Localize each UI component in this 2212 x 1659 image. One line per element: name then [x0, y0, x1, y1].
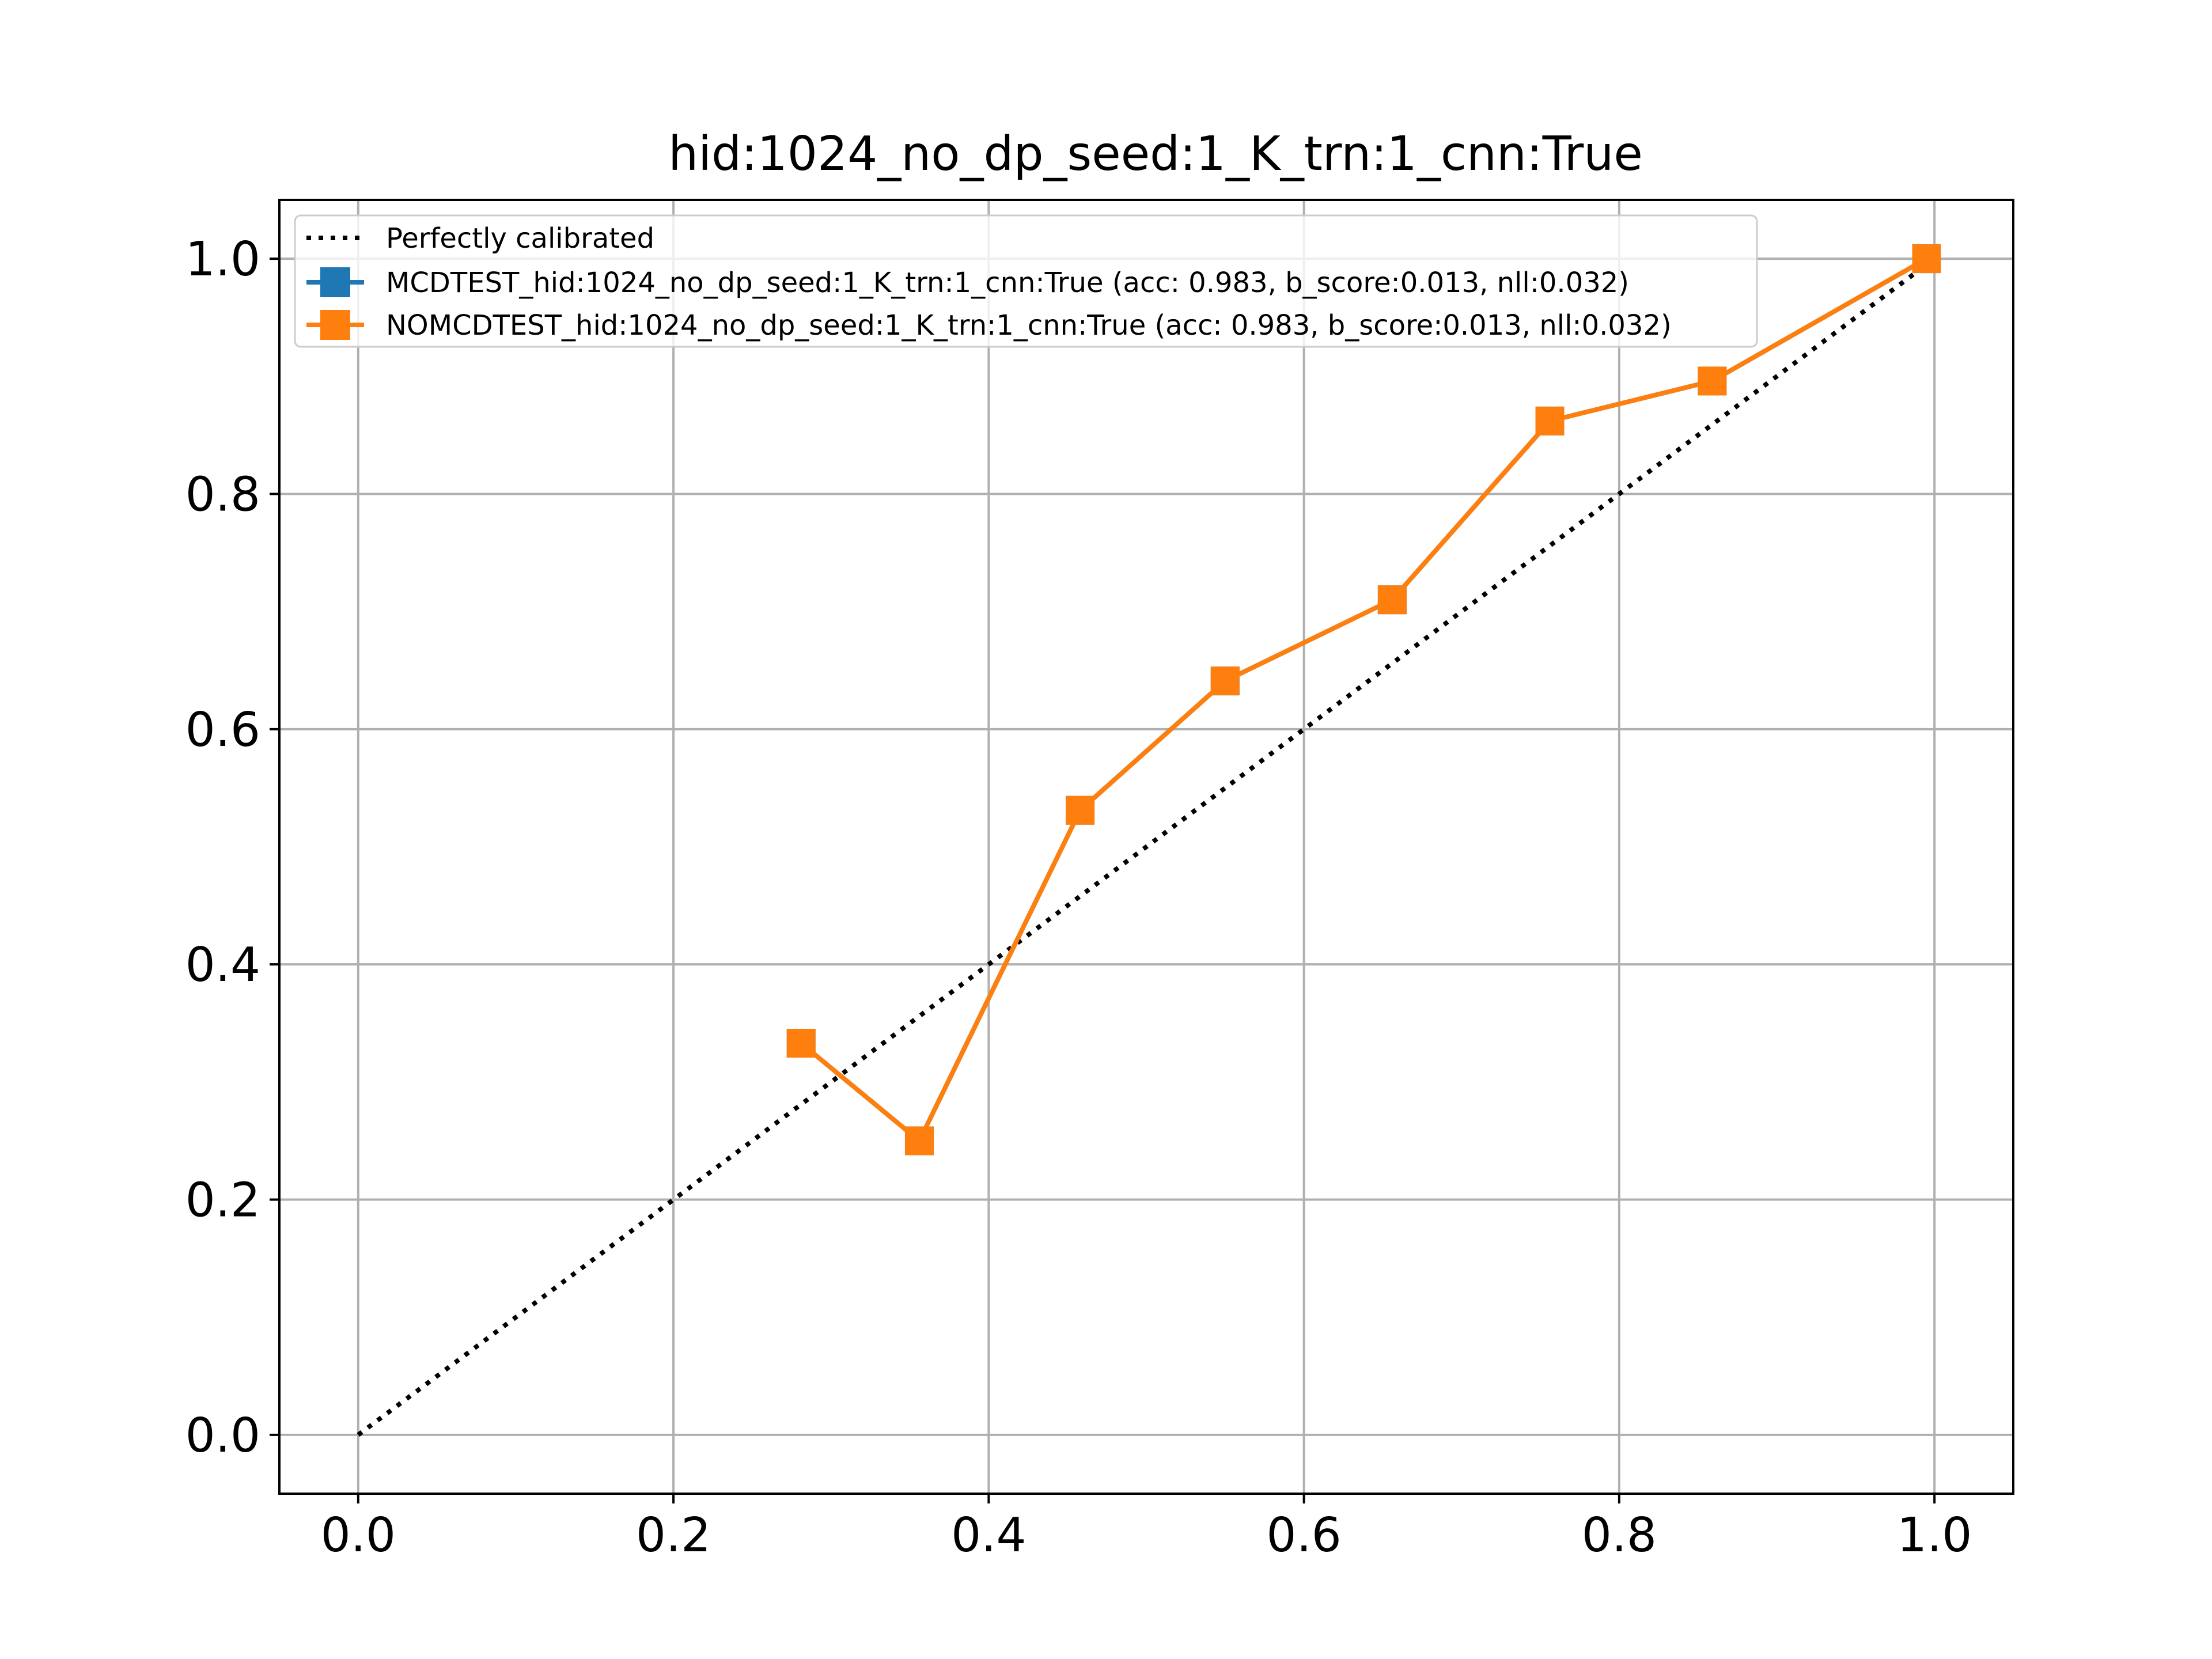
y-tick-label: 0.4: [185, 938, 260, 993]
plot-frame: [278, 199, 2014, 1495]
series-2-point: [1066, 796, 1095, 825]
series-2-point: [1535, 406, 1565, 435]
reference-line-group: [357, 256, 1936, 1437]
series-2-line: [800, 256, 1928, 1143]
y-tick-label: 0.8: [185, 467, 260, 522]
legend-label-perfect-calibration: Perfectly calibrated: [386, 222, 654, 255]
series-2-point: [786, 1028, 816, 1058]
perfect-calibration-line: [357, 256, 1936, 1437]
x-tick-label: 0.4: [951, 1508, 1026, 1563]
x-tick-label: 0.6: [1266, 1508, 1341, 1563]
y-tick-label: 0.6: [185, 703, 260, 757]
series-2-point: [1698, 366, 1727, 396]
series-2-point: [1377, 585, 1407, 615]
legend-marker-series-1: [320, 267, 350, 297]
series-2-point: [1210, 666, 1240, 696]
x-tick-label: 0.0: [321, 1508, 396, 1563]
y-tick-label: 1.0: [185, 232, 260, 287]
legend-box: [294, 214, 1758, 348]
y-tick-label: 0.2: [185, 1173, 260, 1228]
axis-ticks: 0.0 0.2 0.4 0.6 0.8 1.0 0.0 0.2 0.4 0.6 0.8 1.0: [185, 232, 1972, 1563]
series-group: [786, 244, 1941, 1156]
chart-title: hid:1024_no_dp_seed:1_K_trn:1_cnn:True: [668, 127, 1643, 181]
legend-label-series-1: MCDTEST_hid:1024_no_dp_seed:1_K_trn:1_cn…: [386, 267, 1629, 299]
y-tick-label: 0.0: [185, 1408, 260, 1463]
legend-label-series-2: NOMCDTEST_hid:1024_no_dp_seed:1_K_trn:1_…: [386, 309, 1672, 342]
legend: Perfectly calibrated MCDTEST_hid:1024_no_…: [294, 214, 1758, 348]
x-tick-label: 1.0: [1897, 1508, 1972, 1563]
grid: [279, 200, 2013, 1494]
series-2-point: [1912, 244, 1941, 274]
x-tick-label: 0.8: [1582, 1508, 1657, 1563]
legend-marker-series-2: [320, 310, 350, 340]
x-tick-label: 0.2: [636, 1508, 711, 1563]
series-2-point: [904, 1126, 934, 1156]
